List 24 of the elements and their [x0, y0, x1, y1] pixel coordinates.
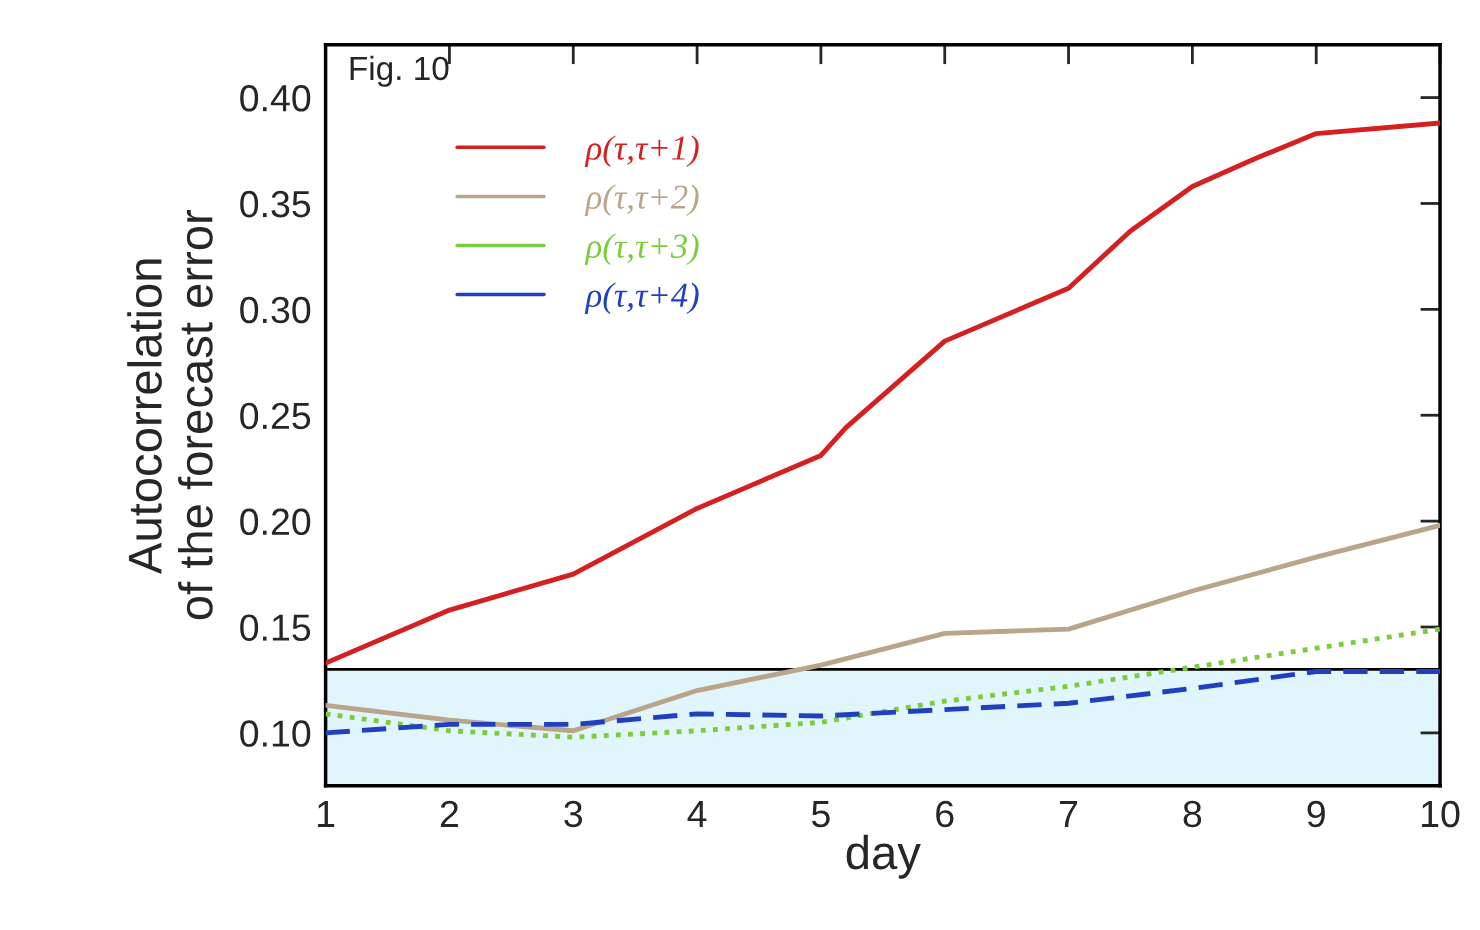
y-tick-label: 0.40 — [240, 84, 311, 112]
x-tick-label: 4 — [687, 801, 707, 827]
y-axis-title: Autocorrelation of the forecast error — [127, 209, 213, 620]
y-tick-label: 0.20 — [240, 508, 311, 536]
legend-label: ρ(τ,τ+1) — [584, 135, 699, 167]
y-tick-label: 0.15 — [240, 614, 311, 641]
x-tick-label: 9 — [1307, 800, 1325, 828]
x-tick-label: 2 — [440, 800, 458, 827]
y-tick-label: 0.30 — [240, 296, 311, 324]
x-tick-label: 10 — [1422, 800, 1460, 828]
x-tick-label: 7 — [1060, 801, 1078, 827]
annotation: Fig. 10 — [350, 55, 449, 87]
y-tick-label: 0.10 — [240, 720, 311, 747]
x-tick-label: 8 — [1183, 800, 1202, 828]
x-tick-label: 6 — [936, 800, 954, 828]
legend-label: ρ(τ,τ+4) — [584, 282, 699, 315]
legend-label: ρ(τ,τ+3) — [584, 233, 699, 266]
legend-label: ρ(τ,τ+2) — [584, 184, 699, 216]
x-axis-title: day — [846, 834, 921, 879]
y-tick-label: 0.25 — [240, 402, 311, 430]
x-tick-label: 3 — [564, 800, 583, 828]
y-tick-label: 0.35 — [240, 190, 311, 218]
x-tick-label: 5 — [811, 801, 830, 828]
x-tick-label: 1 — [318, 801, 335, 827]
